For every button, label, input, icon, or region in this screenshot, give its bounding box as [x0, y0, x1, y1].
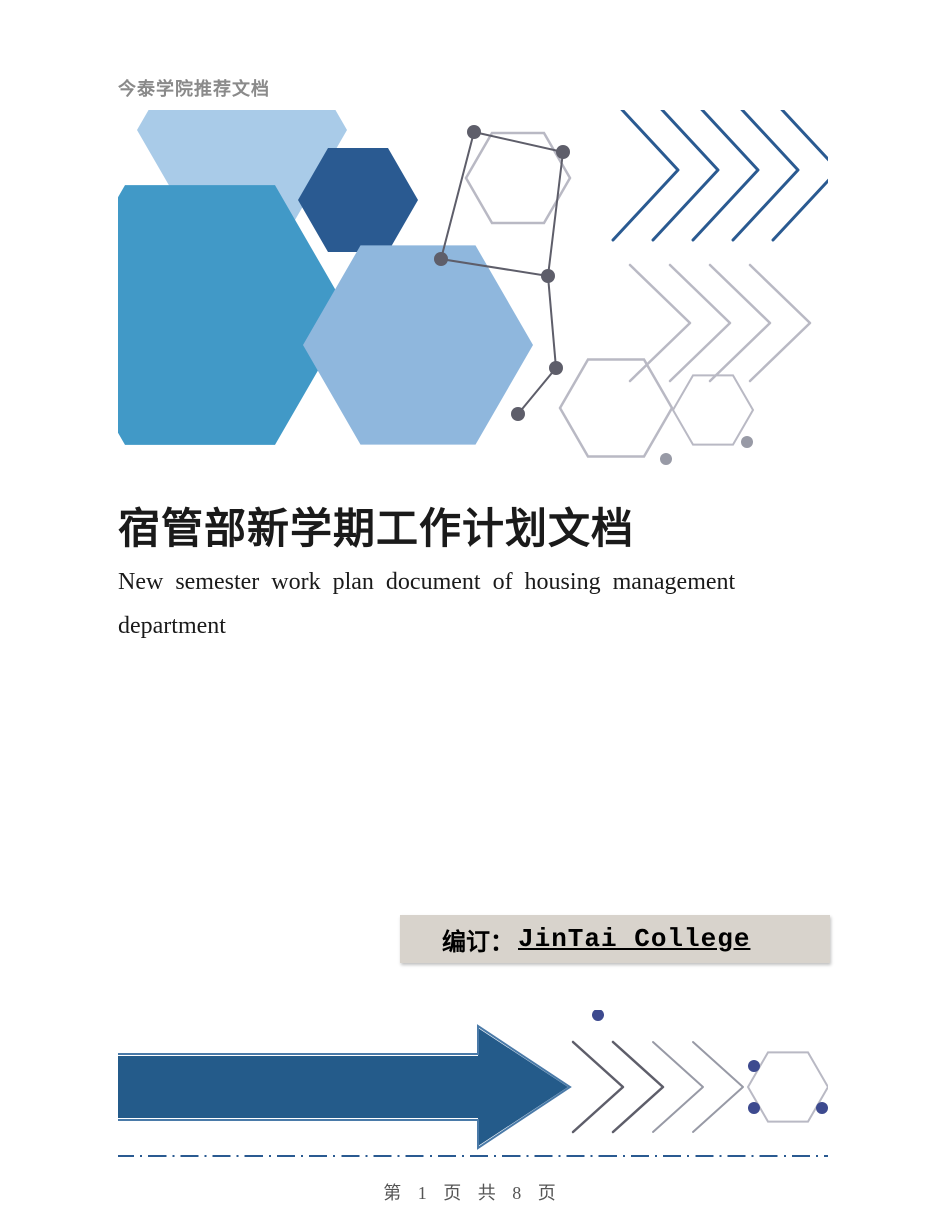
editor-value: JinTai College — [518, 924, 750, 954]
hero-hex-graphic — [118, 110, 828, 480]
page-footer: 第 1 页 共 8 页 — [0, 1179, 945, 1205]
bottom-arrow-graphic — [118, 1010, 828, 1170]
header-recommend: 今泰学院推荐文档 — [118, 75, 270, 101]
dash-dot-divider — [118, 1155, 828, 1157]
editor-label: 编订： — [442, 922, 514, 957]
editor-bar: 编订： JinTai College — [400, 915, 830, 963]
title-chinese: 宿管部新学期工作计划文档 — [118, 495, 634, 556]
title-english: New semester work plan document of housi… — [118, 560, 828, 648]
